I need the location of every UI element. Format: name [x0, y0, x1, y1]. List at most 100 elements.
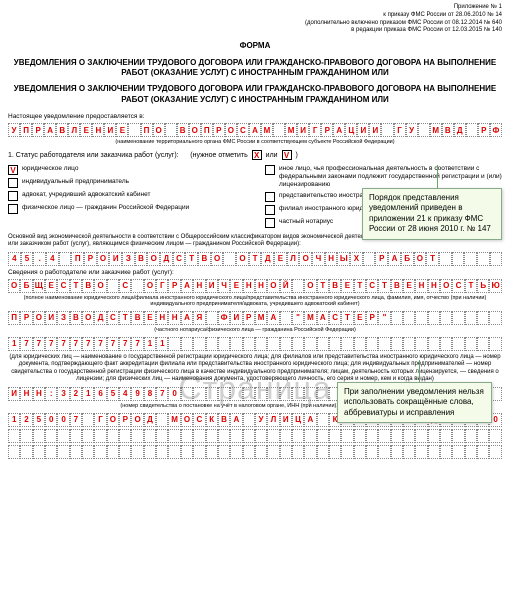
char-cell: Р — [32, 123, 44, 137]
char-cell: Н — [255, 279, 267, 293]
char-cell — [439, 252, 452, 266]
char-cell — [403, 445, 415, 459]
char-cell — [273, 123, 285, 137]
char-cell — [440, 429, 452, 443]
char-cell: А — [267, 311, 279, 325]
char-cell — [465, 311, 477, 325]
char-cell — [366, 337, 378, 351]
char-cell — [168, 429, 180, 443]
checkbox-label: индивидуальный предприниматель — [22, 178, 129, 186]
checkbox[interactable] — [265, 165, 275, 175]
checkbox[interactable] — [8, 204, 18, 214]
char-cell: Л — [68, 123, 80, 137]
char-cell — [292, 445, 304, 459]
char-cell: Т — [317, 279, 329, 293]
checkbox[interactable] — [8, 178, 18, 188]
char-cell — [267, 337, 279, 351]
char-cell: Р — [366, 311, 378, 325]
checkbox-label: физическое лицо — гражданин Российской Ф… — [22, 204, 189, 212]
char-cell — [243, 337, 255, 351]
char-cell: 7 — [57, 337, 69, 351]
char-cell: С — [173, 252, 186, 266]
checkbox-row: индивидуальный предприниматель — [8, 178, 245, 188]
recipient-caption: (наименование территориального органа ФМ… — [8, 139, 502, 145]
char-cell: Н — [92, 123, 104, 137]
char-cell — [206, 311, 218, 325]
header-line: в редакции приказа ФМС России от 12.03.2… — [8, 27, 502, 35]
char-cell — [428, 445, 440, 459]
char-cell: И — [104, 123, 116, 137]
checkbox[interactable] — [265, 218, 275, 228]
char-cell: . — [33, 252, 46, 266]
checkbox-label: юридическое лицо — [22, 165, 78, 173]
char-cell: : — [45, 387, 57, 401]
char-cell: О — [225, 123, 237, 137]
char-cell — [82, 413, 94, 427]
char-cell: 7 — [82, 337, 94, 351]
checkbox[interactable] — [265, 205, 275, 215]
char-cell: Р — [20, 311, 32, 325]
char-cell — [181, 387, 193, 401]
checkbox-row: физическое лицо — гражданин Российской Ф… — [8, 204, 245, 214]
char-cell: Г — [394, 123, 406, 137]
char-cell: Т — [378, 279, 390, 293]
char-cell — [45, 429, 57, 443]
char-cell: 7 — [107, 337, 119, 351]
char-cell: О — [8, 279, 20, 293]
char-cell: Р — [243, 311, 255, 325]
char-cell — [206, 429, 218, 443]
char-cell — [415, 429, 427, 443]
char-cell: М — [430, 123, 442, 137]
char-cell — [304, 337, 316, 351]
char-cell: Н — [168, 311, 180, 325]
char-cell: С — [237, 123, 249, 137]
char-cell — [45, 445, 57, 459]
char-cell: О — [267, 279, 279, 293]
char-cell: 5 — [21, 252, 34, 266]
char-cell — [193, 387, 205, 401]
char-cell: Л — [267, 413, 279, 427]
char-cell — [107, 429, 119, 443]
header-line: к приказу ФМС России от 28.06.2010 № 14 — [8, 12, 502, 20]
checkbox[interactable] — [8, 191, 18, 201]
char-cell — [440, 311, 452, 325]
char-cell — [181, 337, 193, 351]
char-cell — [381, 123, 393, 137]
char-cell: Е — [403, 279, 415, 293]
char-cell — [378, 337, 390, 351]
char-cell: В — [198, 252, 211, 266]
char-cell: Д — [160, 252, 173, 266]
char-cell: А — [388, 252, 401, 266]
char-cell: Д — [454, 123, 466, 137]
char-cell: З — [57, 311, 69, 325]
char-cell — [218, 337, 230, 351]
char-cell — [131, 429, 143, 443]
char-cell — [193, 429, 205, 443]
char-cell — [317, 387, 329, 401]
char-cell — [341, 429, 353, 443]
header-line: Приложение № 1 — [8, 4, 502, 12]
char-cell — [489, 337, 501, 351]
char-cell — [8, 445, 20, 459]
header-annotations: Приложение № 1 к приказу ФМС России от 2… — [8, 4, 502, 35]
char-cell: 9 — [131, 387, 143, 401]
char-cell: Н — [325, 252, 338, 266]
char-cell: Е — [80, 123, 92, 137]
checkbox[interactable]: V — [8, 165, 18, 175]
char-cell — [415, 337, 427, 351]
char-cell — [391, 445, 403, 459]
char-cell: О — [94, 279, 106, 293]
checkbox-label: иное лицо, чья профессиональная деятельн… — [279, 165, 502, 188]
char-cell — [363, 252, 376, 266]
char-cell — [304, 387, 316, 401]
char-cell: И — [109, 252, 122, 266]
char-cell — [415, 445, 427, 459]
char-cell — [403, 311, 415, 325]
okved-row: 45.4ПРОИЗВОДСТВООТДЕЛОЧНЫХРАБОТ — [8, 252, 502, 266]
char-cell — [82, 429, 94, 443]
char-cell — [218, 387, 230, 401]
char-cell — [128, 123, 140, 137]
checkbox[interactable] — [265, 192, 275, 202]
char-cell — [477, 337, 489, 351]
char-cell: С — [107, 311, 119, 325]
